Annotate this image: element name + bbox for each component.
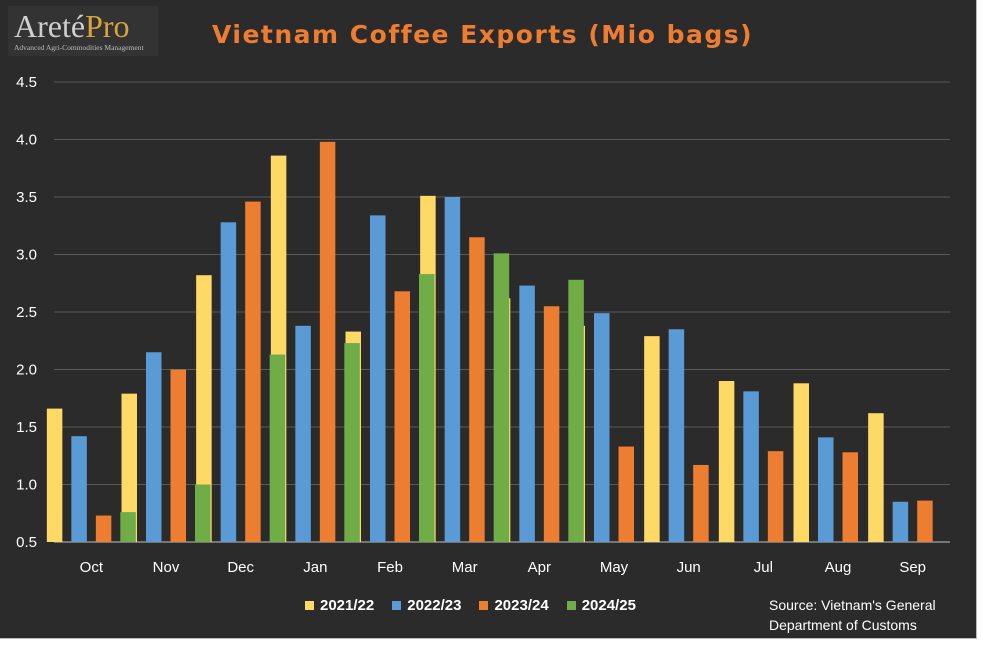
bar-2022-23-feb (370, 215, 386, 542)
y-tick-label: 4.5 (16, 74, 37, 91)
bar-2024-25-oct (120, 512, 136, 542)
chart-title: Vietnam Coffee Exports (Mio bags) (212, 20, 754, 49)
bar-2022-23-apr (519, 285, 535, 542)
bar-2022-23-aug (818, 437, 834, 542)
bar-2024-25-nov (195, 484, 211, 542)
source-note: Source: Vietnam's General Department of … (769, 595, 936, 635)
legend-label: 2021/22 (320, 597, 375, 614)
bar-2023-24-apr (543, 306, 560, 542)
bar-2022-23-jun (668, 329, 685, 542)
x-tick-label: Jun (677, 559, 701, 576)
y-tick-label: 1.5 (16, 419, 37, 436)
bar-2023-24-mar (469, 237, 485, 542)
source-line-2: Department of Customs (769, 617, 917, 633)
logo-wordmark: AretéPro (14, 8, 130, 44)
legend-label: 2023/24 (494, 597, 549, 614)
bar-chart: 0.5 1.0 1.5 2.0 2.5 3.0 3.5 4.0 4.5 Oct Nov Dec Jan… (16, 74, 950, 576)
bar-2021-22-oct (46, 408, 63, 542)
bar-2024-25-feb (419, 274, 435, 542)
bar-2021-22-jul (718, 381, 735, 542)
x-tick-label: Jan (303, 559, 327, 576)
y-tick-label: 4.0 (16, 132, 37, 149)
bar-2023-24-aug (842, 452, 858, 542)
x-tick-label: Oct (80, 559, 104, 576)
legend-swatch (392, 601, 402, 610)
x-tick-label: Dec (227, 559, 254, 576)
bar-2023-24-may (618, 446, 634, 542)
legend-label: 2022/23 (407, 597, 462, 614)
y-tick-label: 2.0 (16, 362, 37, 379)
legend-item: 2023/24 (479, 597, 549, 614)
bar-2023-24-dec (245, 201, 261, 542)
bar-2021-22-jun (644, 336, 660, 542)
bar-2021-22-nov (121, 393, 137, 542)
x-tick-label: Aug (825, 559, 852, 576)
bar-2022-23-nov (146, 352, 162, 542)
bar-2022-23-sep (892, 501, 909, 542)
y-tick-label: 1.0 (16, 477, 37, 494)
bar-2021-22-sep (868, 413, 884, 542)
x-tick-label: Jul (754, 559, 773, 576)
legend-swatch (305, 601, 314, 610)
bar-2023-24-jul (767, 451, 784, 542)
x-tick-label: Sep (899, 559, 926, 576)
y-tick-label: 0.5 (16, 534, 37, 551)
bar-2021-22-aug (793, 383, 809, 542)
y-tick-label: 3.0 (16, 247, 37, 264)
bar-2021-22-dec (196, 275, 212, 542)
legend-item: 2024/25 (566, 597, 636, 614)
bar-2022-23-dec (220, 222, 237, 543)
bar-2022-23-oct (71, 436, 87, 542)
bar-2024-25-jan (344, 343, 360, 542)
bar-2023-24-jan (319, 141, 336, 543)
bar-2024-25-mar (493, 253, 510, 542)
bar-2023-24-sep (917, 500, 933, 542)
x-tick-label: May (600, 559, 629, 576)
chart-legend: 2021/22 2022/23 2023/24 2024/25 (305, 597, 636, 614)
y-tick-label: 2.5 (16, 304, 37, 321)
logo-tagline: Advanced Agri-Commodities Management (14, 43, 144, 52)
x-tick-label: Nov (153, 559, 180, 576)
bar-2024-25-apr (568, 279, 584, 542)
legend-label: 2024/25 (581, 597, 636, 614)
bar-2024-25-dec (269, 354, 286, 542)
x-tick-label: Apr (528, 559, 551, 576)
bar-2023-24-oct (95, 515, 112, 542)
bar-2023-24-feb (394, 291, 410, 542)
legend-swatch (566, 601, 576, 610)
bar-2023-24-jun (693, 464, 709, 542)
bar-2023-24-nov (170, 369, 186, 542)
x-tick-label: Feb (377, 559, 403, 576)
bar-2022-23-jan (295, 325, 311, 542)
bar-2022-23-mar (444, 197, 461, 542)
bar-2022-23-may (594, 313, 610, 542)
x-tick-label: Mar (452, 559, 478, 576)
arete-pro-logo: AretéPro Advanced Agri-Commodities Manag… (8, 6, 158, 56)
bar-2022-23-jul (743, 391, 759, 542)
legend-item: 2022/23 (392, 597, 461, 614)
y-tick-label: 3.5 (16, 189, 37, 206)
legend-swatch (479, 601, 489, 610)
source-line-1: Source: Vietnam's General (769, 597, 936, 613)
legend-item: 2021/22 (305, 597, 374, 614)
